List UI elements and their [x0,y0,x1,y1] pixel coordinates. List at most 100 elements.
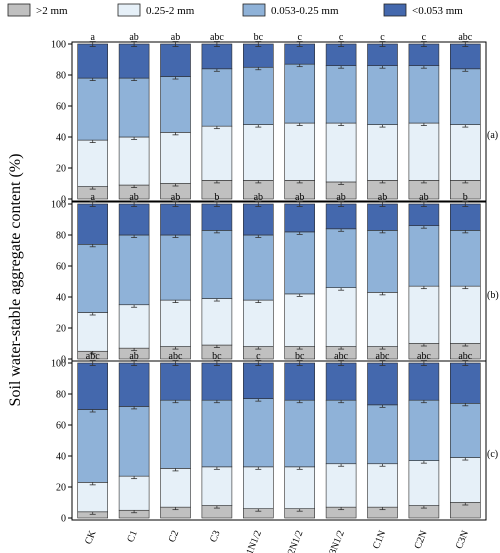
x-category-label: C2 [167,529,182,544]
significance-letter: a [90,192,95,203]
panel-tag: (c) [487,449,498,460]
bar-segment [449,68,481,125]
significance-letter: b [463,192,468,203]
bar-segment [243,43,274,68]
bar-segment [160,399,191,469]
significance-letter: ab [129,192,138,203]
bar-segment [160,234,191,301]
bar-segment [325,399,357,465]
y-tick-label: 80 [56,71,66,82]
bar-segment [160,203,191,236]
y-tick-label: 20 [56,164,66,175]
bar-segment [243,362,274,399]
bar-segment [284,362,316,401]
bar-segment [408,122,440,181]
significance-letter: a [90,32,95,43]
bar-segment [201,203,233,231]
y-tick-label: 100 [51,200,66,211]
bar-segment [408,460,440,506]
y-tick-label: 20 [56,483,66,494]
x-category-label: CK [83,528,99,546]
bar-segment [77,244,108,313]
bar-segment [325,287,357,347]
bar-segment [243,299,274,347]
bar-segment [243,234,274,301]
bar-segment [408,362,440,401]
significance-letter: bc [295,351,305,362]
y-tick-label: 60 [56,262,66,273]
bar-segment [118,234,150,306]
y-tick-label: 40 [56,133,66,144]
significance-letter: b [214,192,219,203]
significance-letter: ab [419,192,428,203]
bar-segment [449,124,481,181]
significance-letter: ab [171,192,180,203]
bar-segment [118,136,150,186]
significance-letter: abc [458,32,472,43]
bar-segment [408,399,440,461]
bar-segment [243,466,274,510]
significance-letter: abc [417,351,431,362]
bar-segment [201,362,233,401]
x-category-label: C3N1/2 [325,529,347,553]
bar-segment [201,230,233,299]
bar-segment [367,65,398,125]
bar-segment [449,230,481,287]
x-category-label: C3 [208,529,223,544]
bar-segment [325,65,357,124]
bar-segment [325,43,357,67]
bar-segment [408,285,440,344]
legend-label: >2 mm [36,5,68,17]
bar-segment [367,362,398,406]
bar-segment [160,43,191,77]
bar-segment [160,468,191,508]
bar-segment [284,122,316,181]
significance-letter: abc [376,351,390,362]
bar-segment [201,68,233,127]
legend-label: 0.053-0.25 mm [271,5,339,17]
bar-segment [77,409,108,483]
legend-label: <0.053 mm [412,5,463,17]
significance-letter: bc [212,351,222,362]
bar-segment [284,63,316,124]
bar-segment [118,475,150,511]
bar-segment [449,402,481,458]
bar-segment [367,124,398,181]
bar-segment [449,362,481,404]
bar-segment [325,122,357,183]
bar-segment [325,203,357,230]
panel-tag: (a) [487,130,498,141]
significance-letter: ab [336,192,345,203]
bar-segment [408,203,440,227]
y-tick-label: 0 [61,355,66,366]
bar-segment [118,77,150,138]
bar-segment [325,228,357,289]
panel-frame [71,41,487,202]
bar-segment [77,312,108,352]
bar-segment [449,203,481,231]
significance-letter: ab [129,32,138,43]
significance-letter: abc [334,351,348,362]
significance-letter: c [380,32,385,43]
bar-segment [367,404,398,465]
y-tick-label: 100 [51,40,66,51]
significance-letter: ab [129,351,138,362]
y-tick-label: 40 [56,293,66,304]
bar-segment [449,43,481,70]
bar-segment [284,293,316,347]
x-category-label: C1N1/2 [242,529,264,553]
bar-segment [160,299,191,347]
bar-segment [77,482,108,513]
y-tick-label: 20 [56,324,66,335]
significance-letter: bc [254,32,264,43]
x-category-label: C2N1/2 [283,529,305,553]
significance-letter: abc [169,351,183,362]
bar-segment [77,77,108,141]
bar-segment [408,225,440,287]
bar-segment [449,457,481,503]
bar-segment [77,139,108,187]
bar-segment [201,43,233,70]
bar-segment [201,466,233,506]
y-tick-label: 40 [56,452,66,463]
y-tick-label: 0 [61,514,66,525]
